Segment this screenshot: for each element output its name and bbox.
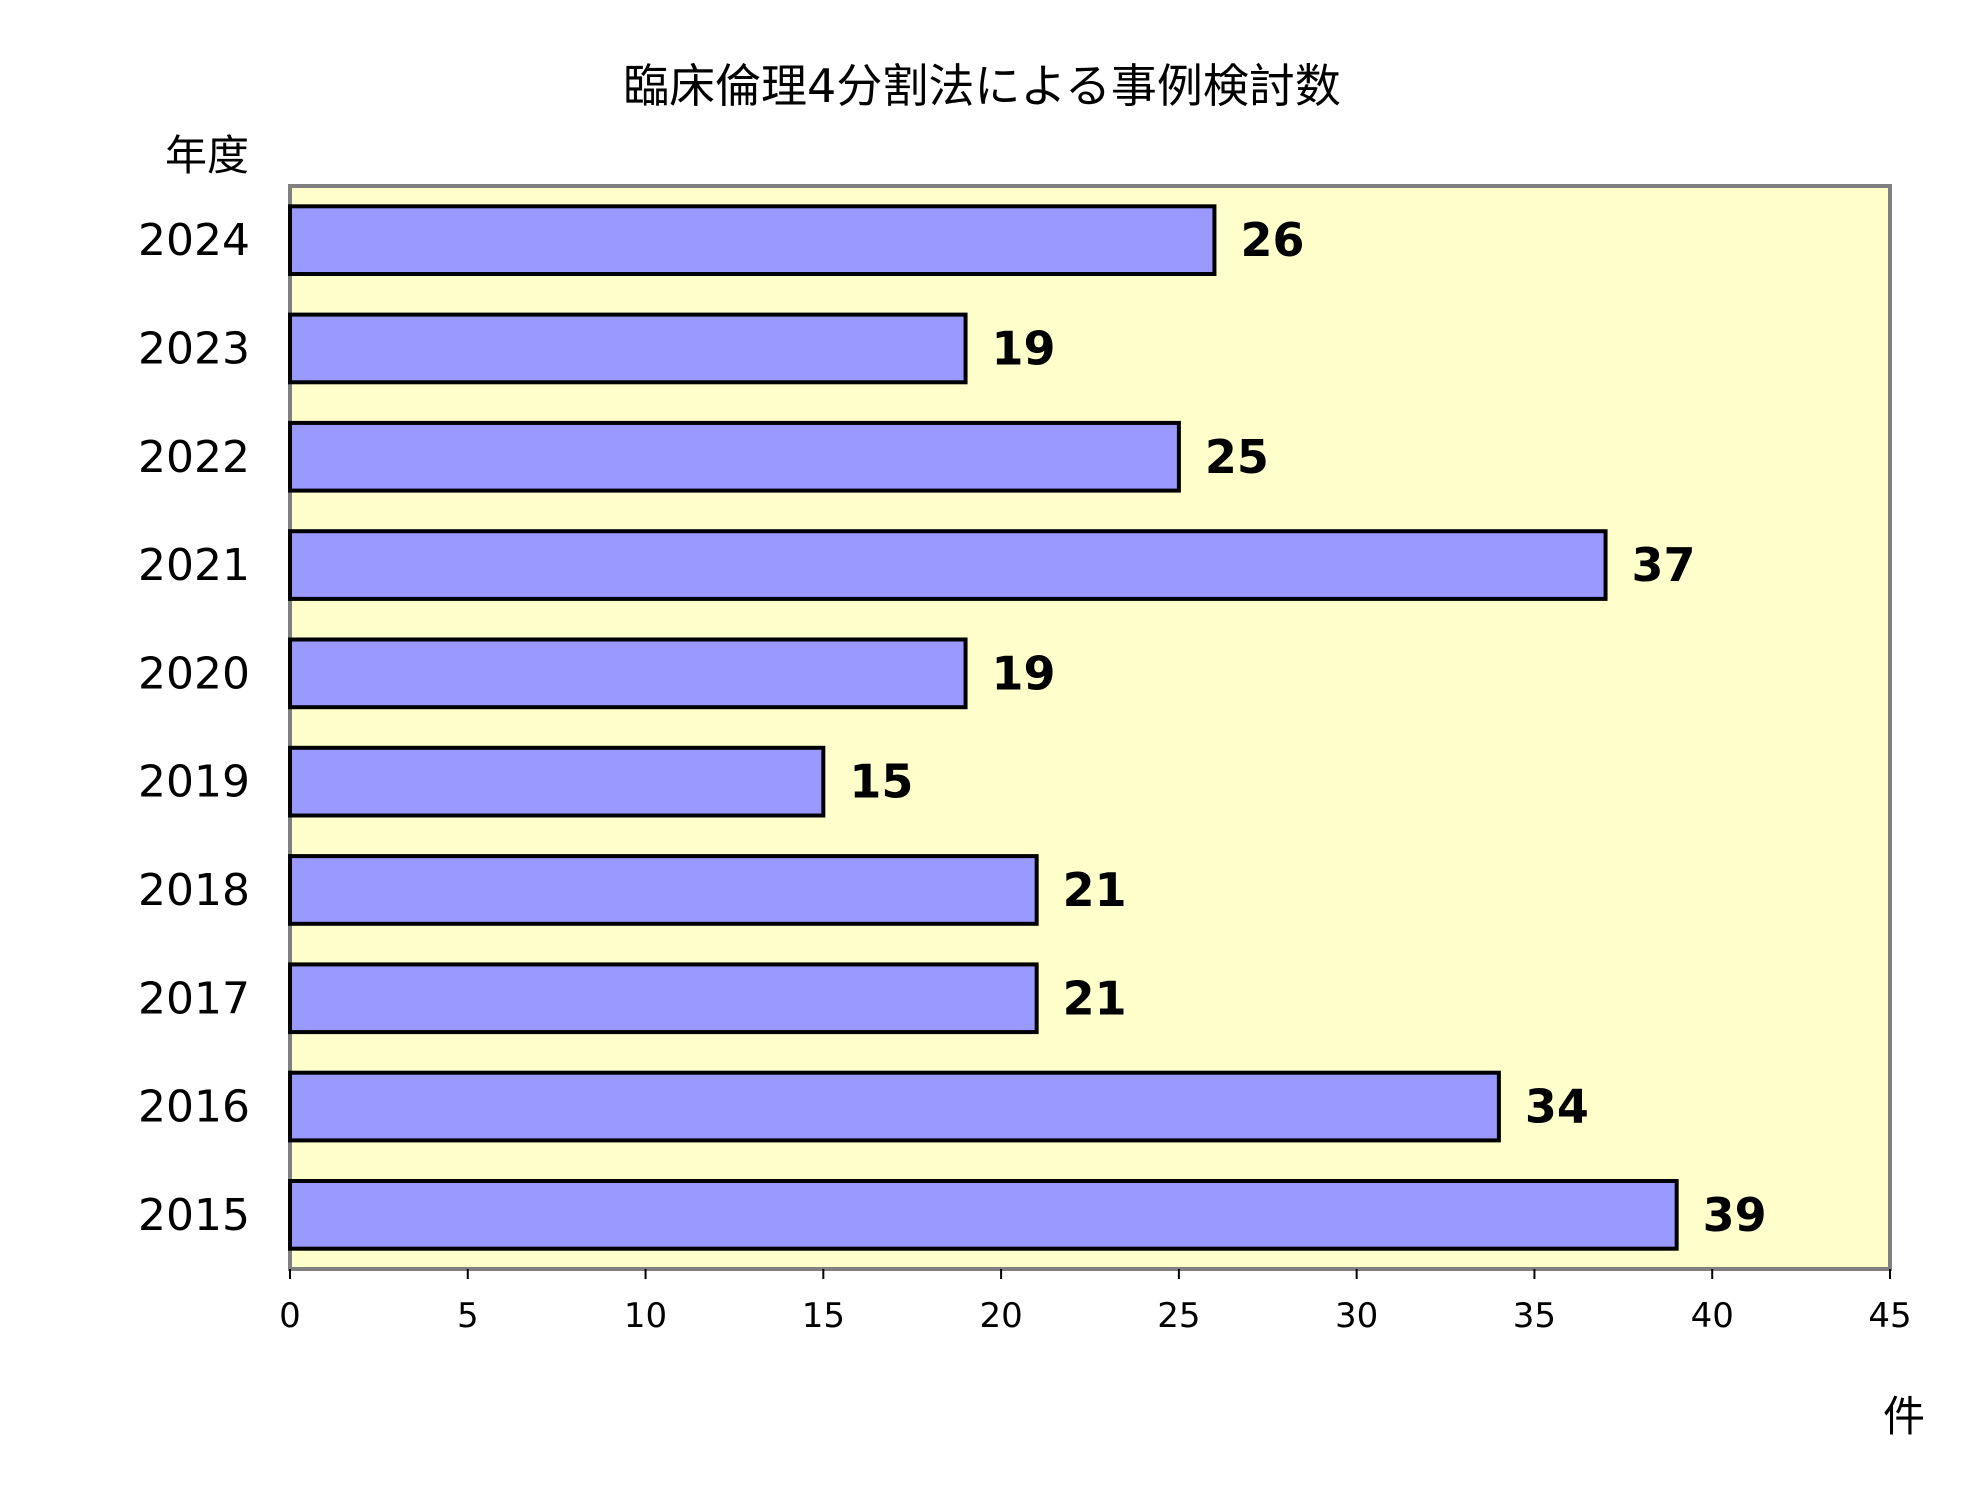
category-label-2017: 2017 <box>138 973 250 1024</box>
bar-2020 <box>288 637 968 710</box>
category-labels-group: 2024 2023 2022 2021 2020 2019 2018 2017 2016 2015 <box>138 215 250 1241</box>
bar-2019 <box>288 745 826 818</box>
data-label-2018: 21 <box>1063 863 1127 917</box>
x-tick-label-30: 30 <box>1335 1296 1378 1336</box>
bars-group: 26 19 25 37 19 15 21 21 34 39 <box>288 204 1767 1251</box>
category-label-2024: 2024 <box>138 215 250 266</box>
data-label-2024: 26 <box>1240 213 1304 267</box>
data-label-2019: 15 <box>849 755 913 809</box>
bar-2024 <box>288 204 1217 276</box>
bar-2015 <box>288 1179 1679 1251</box>
category-label-2023: 2023 <box>138 323 250 374</box>
bar-2018 <box>288 854 1039 926</box>
category-label-2020: 2020 <box>138 648 250 699</box>
x-tick-label-0: 0 <box>279 1296 301 1336</box>
x-tick-label-40: 40 <box>1691 1296 1734 1336</box>
x-tick-label-20: 20 <box>979 1296 1022 1336</box>
data-label-2020: 19 <box>992 646 1056 700</box>
x-axis-ticks-group: 0 5 10 15 20 25 30 35 40 45 <box>279 1269 1912 1336</box>
category-label-2022: 2022 <box>138 432 250 483</box>
x-tick-label-15: 15 <box>802 1296 845 1336</box>
x-tick-label-25: 25 <box>1157 1296 1200 1336</box>
x-tick-label-5: 5 <box>457 1296 479 1336</box>
x-tick-label-10: 10 <box>624 1296 667 1336</box>
category-label-2018: 2018 <box>138 865 250 916</box>
bar-2022 <box>288 420 1181 493</box>
category-label-2019: 2019 <box>138 757 250 808</box>
category-label-2015: 2015 <box>138 1190 250 1241</box>
data-label-2016: 34 <box>1525 1080 1589 1134</box>
data-label-2017: 21 <box>1063 971 1127 1025</box>
data-label-2015: 39 <box>1703 1188 1767 1242</box>
x-tick-label-45: 45 <box>1868 1296 1911 1336</box>
value-axis-title: 件 <box>1883 1392 1925 1441</box>
data-label-2023: 19 <box>992 321 1056 375</box>
bar-2023 <box>288 312 968 385</box>
bar-2016 <box>288 1070 1501 1143</box>
category-label-2021: 2021 <box>138 540 250 591</box>
bar-2017 <box>288 962 1039 1035</box>
data-label-2021: 37 <box>1632 538 1696 592</box>
bar-2021 <box>288 529 1608 601</box>
category-label-2016: 2016 <box>138 1082 250 1133</box>
chart-title: 臨床倫理4分割法による事例検討数 <box>623 59 1341 113</box>
data-label-2022: 25 <box>1205 430 1269 484</box>
x-tick-label-35: 35 <box>1513 1296 1556 1336</box>
category-axis-title: 年度 <box>165 131 249 180</box>
